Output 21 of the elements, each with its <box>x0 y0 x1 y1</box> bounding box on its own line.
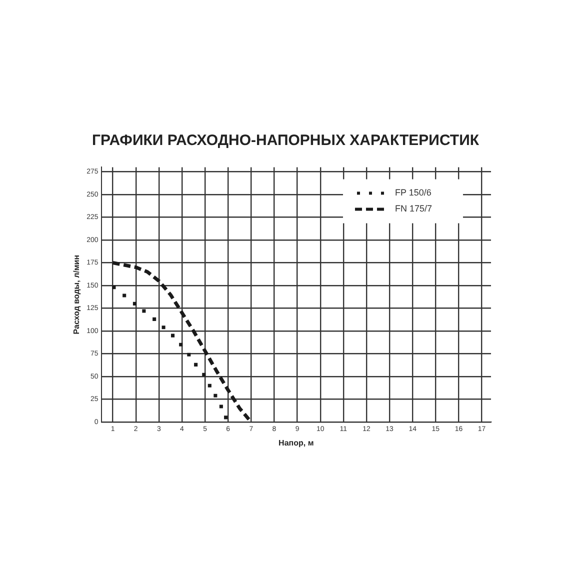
point <box>187 352 191 356</box>
x-axis-title: Напор, м <box>278 438 314 448</box>
point <box>142 309 146 313</box>
point <box>112 286 116 290</box>
point <box>162 326 166 330</box>
point <box>179 342 183 346</box>
legend-label: FP 150/6 <box>395 188 432 198</box>
point <box>202 372 206 376</box>
point <box>219 404 223 408</box>
point <box>132 302 136 306</box>
point <box>122 294 126 298</box>
point <box>224 416 228 420</box>
point <box>214 394 218 398</box>
line-series <box>111 261 253 422</box>
y-axis-title: Расход воды, л/мин <box>72 254 82 334</box>
point <box>170 334 175 338</box>
legend-label: FN 175/7 <box>395 204 432 214</box>
chart-title: ГРАФИКИ РАСХОДНО-НАПОРНЫХ ХАРАКТЕРИСТИК <box>92 132 480 149</box>
point <box>208 384 212 388</box>
point <box>194 362 198 366</box>
point <box>152 317 156 321</box>
